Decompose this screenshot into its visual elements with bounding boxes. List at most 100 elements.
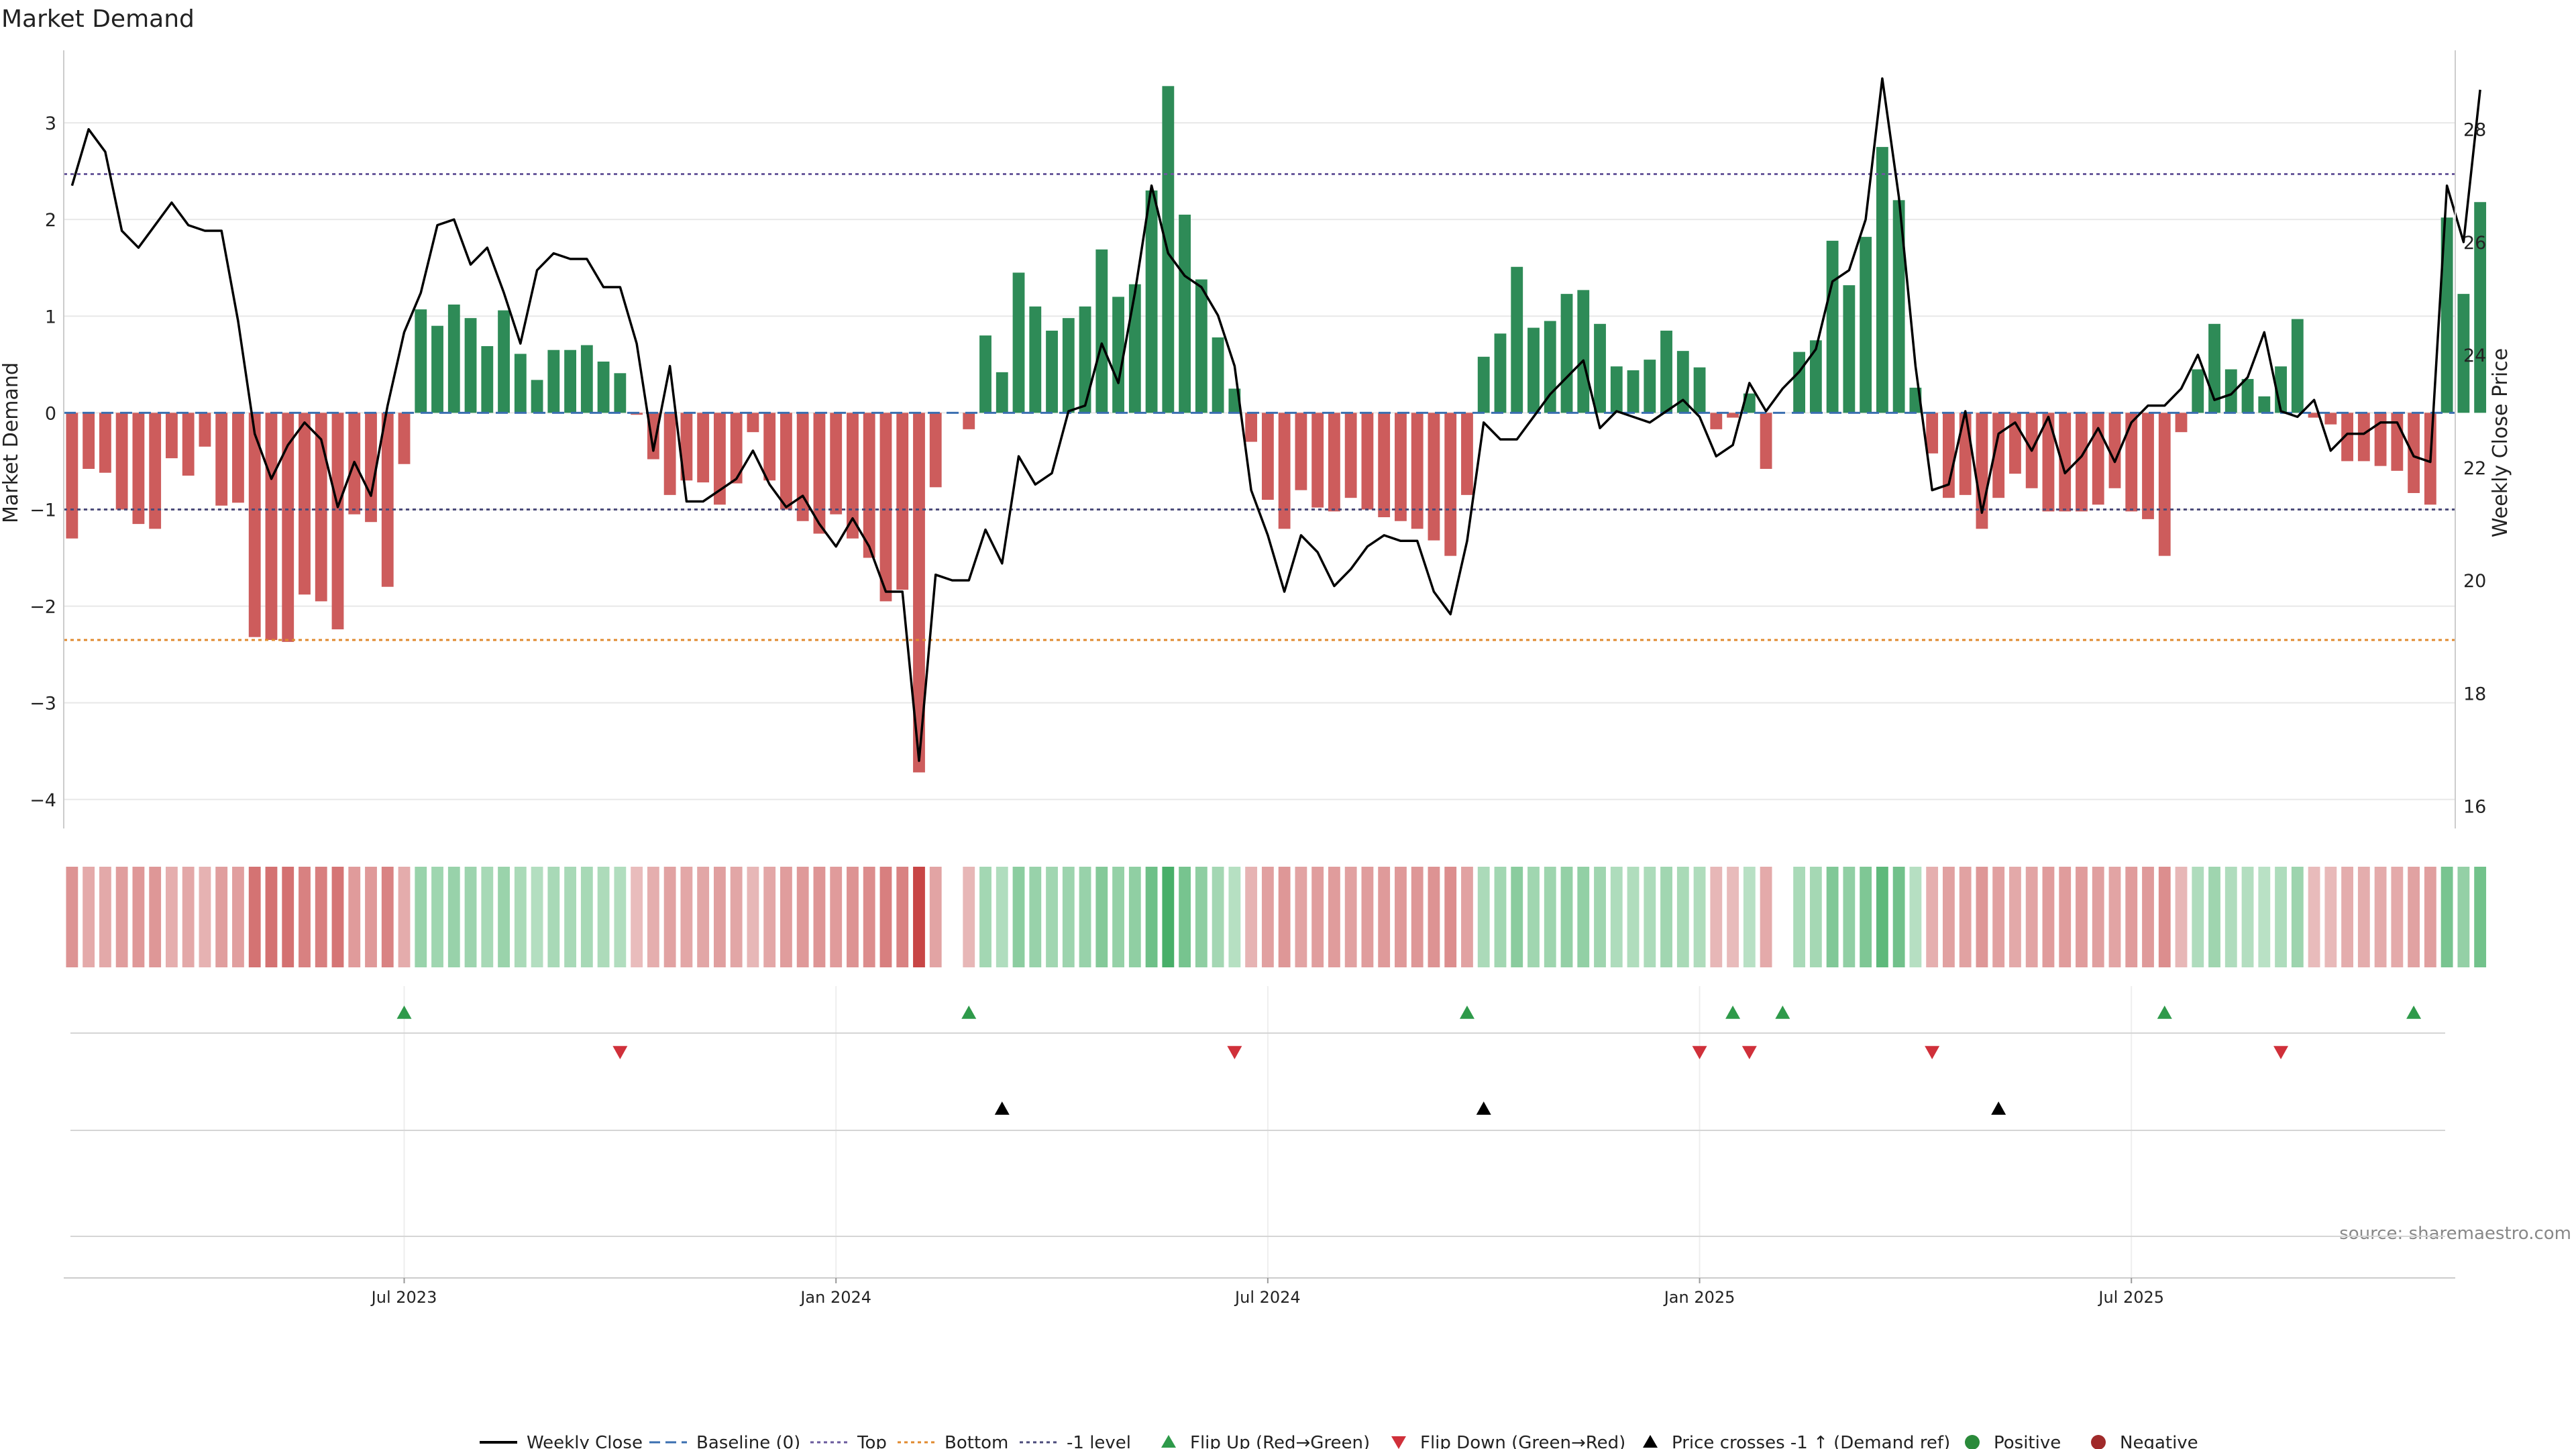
- heat-cell: [1162, 867, 1175, 967]
- heat-cell: [2076, 867, 2088, 967]
- heat-cell: [315, 867, 327, 967]
- demand-bar: [2408, 413, 2420, 493]
- heat-cell: [1594, 867, 1606, 967]
- demand-bar: [963, 413, 975, 429]
- demand-bar: [929, 413, 942, 488]
- demand-bar: [365, 413, 377, 523]
- heat-cell: [1544, 867, 1556, 967]
- demand-bar: [1892, 200, 1905, 413]
- heat-cell: [2042, 867, 2055, 967]
- demand-bar: [431, 325, 443, 413]
- legend-label: Price crosses -1 ↑ (Demand ref): [1672, 1433, 1950, 1449]
- heat-cell: [398, 867, 411, 967]
- heat-cell: [2424, 867, 2436, 967]
- heat-cell: [299, 867, 311, 967]
- demand-bar: [2357, 413, 2370, 462]
- demand-bar: [215, 413, 228, 506]
- demand-bar: [1095, 249, 1108, 413]
- heat-cell: [1145, 867, 1158, 967]
- heat-cell: [1328, 867, 1340, 967]
- heat-cell: [232, 867, 244, 967]
- demand-bar: [796, 413, 809, 521]
- heat-cell: [963, 867, 975, 967]
- heat-cell: [896, 867, 909, 967]
- left-axis-label: Market Demand: [0, 362, 23, 523]
- heat-cell: [2192, 867, 2204, 967]
- flip-up-marker: [2157, 1006, 2172, 1019]
- demand-bar: [1145, 190, 1158, 413]
- demand-bar: [1627, 370, 1640, 413]
- heat-cell: [83, 867, 95, 967]
- legend-label: Bottom: [945, 1433, 1008, 1449]
- heat-cell: [1976, 867, 1988, 967]
- demand-bar: [381, 413, 394, 587]
- demand-bar: [1444, 413, 1457, 556]
- demand-bar: [730, 413, 743, 484]
- demand-bar: [1012, 272, 1025, 413]
- heat-cell: [1826, 867, 1839, 967]
- heat-cell: [2341, 867, 2353, 967]
- heat-cell: [747, 867, 759, 967]
- demand-bar: [447, 304, 460, 413]
- heat-cell: [1577, 867, 1590, 967]
- heat-cell: [215, 867, 228, 967]
- heat-cell: [2158, 867, 2171, 967]
- heat-cell: [2440, 867, 2453, 967]
- heat-cell: [2125, 867, 2138, 967]
- demand-bar: [1809, 340, 1822, 413]
- heat-cell: [1793, 867, 1806, 967]
- heat-cell: [1710, 867, 1723, 967]
- legend-swatch: [1643, 1435, 1658, 1448]
- demand-bar: [2308, 413, 2320, 418]
- heat-cell: [1361, 867, 1374, 967]
- heat-cell: [2291, 867, 2304, 967]
- heat-cell: [2275, 867, 2287, 967]
- demand-bar: [1079, 306, 1091, 413]
- x-tick-label: Jan 2024: [799, 1288, 871, 1307]
- heat-cell: [348, 867, 361, 967]
- heat-cell: [2208, 867, 2220, 967]
- heat-cell: [1411, 867, 1424, 967]
- heat-cell: [847, 867, 859, 967]
- legend-label: Positive: [1994, 1433, 2061, 1449]
- demand-bar: [1676, 351, 1689, 413]
- heat-cell: [2059, 867, 2072, 967]
- demand-bar: [847, 413, 859, 539]
- heat-cell: [2175, 867, 2188, 967]
- left-tick-label: −1: [30, 500, 56, 521]
- heat-cell: [1743, 867, 1756, 967]
- demand-bar: [1344, 413, 1357, 498]
- heat-cell: [1892, 867, 1905, 967]
- heat-cell: [614, 867, 627, 967]
- demand-bar: [2440, 217, 2453, 413]
- flip-up-marker: [2406, 1006, 2422, 1019]
- heat-cell: [2009, 867, 2021, 967]
- demand-bar: [83, 413, 95, 469]
- demand-bar: [680, 413, 693, 481]
- heat-cell: [2374, 867, 2387, 967]
- demand-bar: [248, 413, 261, 637]
- demand-bar: [713, 413, 726, 505]
- heat-cell: [647, 867, 659, 967]
- demand-bar: [1693, 367, 1706, 413]
- demand-bar: [498, 310, 510, 413]
- heat-cell: [415, 867, 427, 967]
- left-tick-label: 2: [45, 210, 56, 231]
- demand-bar: [2291, 319, 2304, 413]
- heat-cell: [763, 867, 776, 967]
- demand-bar: [1727, 413, 1739, 418]
- demand-bar: [232, 413, 244, 503]
- demand-bar: [780, 413, 792, 510]
- x-tick-label: Jul 2024: [1234, 1288, 1301, 1307]
- flip-down-marker: [2273, 1046, 2289, 1059]
- heat-cell: [713, 867, 726, 967]
- heat-cell: [166, 867, 178, 967]
- demand-bar: [166, 413, 178, 459]
- demand-bar: [1461, 413, 1473, 495]
- demand-bar: [415, 309, 427, 413]
- heat-cell: [1610, 867, 1623, 967]
- demand-bar: [1378, 413, 1391, 517]
- heat-cell: [1012, 867, 1025, 967]
- heat-cell: [2357, 867, 2370, 967]
- demand-bar: [1212, 337, 1224, 413]
